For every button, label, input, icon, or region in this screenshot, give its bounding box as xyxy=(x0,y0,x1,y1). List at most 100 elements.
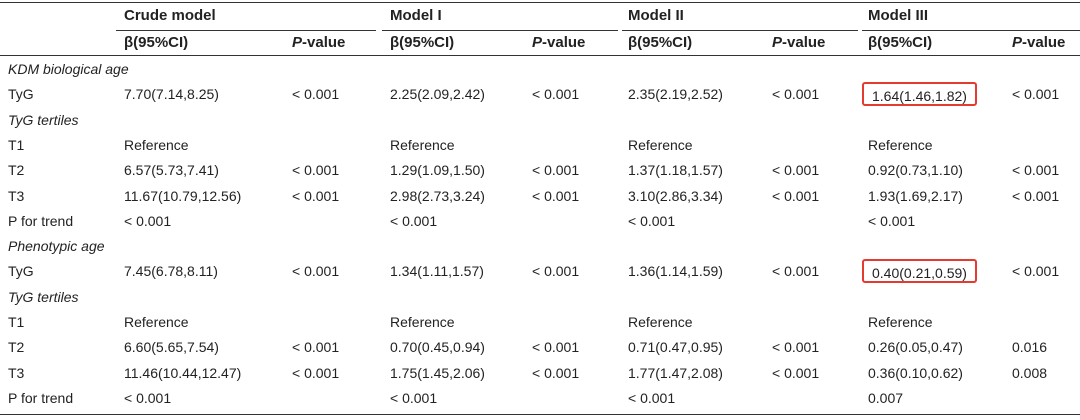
model-header: Crude model xyxy=(124,7,216,24)
beta-cell: 6.60(5.65,7.54) xyxy=(124,339,219,356)
beta-cell: 0.007 xyxy=(868,389,904,406)
beta-cell: 11.46(10.44,12.47) xyxy=(124,364,242,381)
p-value-cell: < 0.001 xyxy=(772,162,820,179)
beta-cell: 1.36(1.14,1.59) xyxy=(628,263,723,280)
p-italic: P xyxy=(1012,34,1023,51)
bottom-rule xyxy=(0,414,1080,415)
p-value-cell: < 0.001 xyxy=(292,162,340,179)
p-value-cell: < 0.001 xyxy=(772,187,820,204)
beta-cell: Reference xyxy=(124,314,189,330)
beta-cell: Reference xyxy=(124,136,189,153)
table-row: T1 Reference Reference Reference Reference xyxy=(0,310,1080,334)
p-value-cell: < 0.001 xyxy=(772,263,820,280)
group-row: TyG tertiles xyxy=(0,285,1080,309)
beta-cell: < 0.001 xyxy=(124,212,172,229)
row-label: T1 xyxy=(8,136,25,153)
table-row: T3 11.46(10.44,12.47) < 0.001 1.75(1.45,2.0… xyxy=(0,361,1080,385)
beta-cell: 2.35(2.19,2.52) xyxy=(628,86,723,103)
p-value-cell: < 0.001 xyxy=(292,86,340,103)
p-value-cell: < 0.001 xyxy=(1012,162,1060,179)
beta-cell: < 0.001 xyxy=(868,212,916,229)
p-value-cell: < 0.001 xyxy=(1012,86,1060,103)
row-label: TyG xyxy=(8,263,34,280)
p-value-cell: < 0.001 xyxy=(772,86,820,103)
row-label: P for trend xyxy=(8,389,74,406)
beta-cell: 1.34(1.11,1.57) xyxy=(390,263,484,280)
beta-cell: 7.70(7.14,8.25) xyxy=(124,86,219,103)
p-value-cell: < 0.001 xyxy=(532,86,580,103)
beta-cell: Reference xyxy=(390,136,455,153)
p-value-cell: < 0.001 xyxy=(1012,187,1060,204)
group-label: TyG tertiles xyxy=(8,288,79,305)
row-label: TyG xyxy=(8,86,34,103)
group-row: KDM biological age xyxy=(0,57,1080,81)
p-rest: -value xyxy=(302,34,346,51)
highlighted-cell: 1.64(1.46,1.82) xyxy=(862,82,977,107)
p-value-cell: < 0.001 xyxy=(532,263,580,280)
beta-cell: < 0.001 xyxy=(628,212,676,229)
model-underline xyxy=(622,30,858,31)
p-value-cell: < 0.001 xyxy=(772,339,820,356)
beta-cell: < 0.001 xyxy=(124,389,172,406)
beta-header: β(95%CI) xyxy=(390,34,455,51)
p-value-cell: < 0.001 xyxy=(532,364,580,381)
beta-cell: 1.29(1.09,1.50) xyxy=(390,162,485,179)
beta-cell: 0.36(0.10,0.62) xyxy=(868,364,963,381)
p-value-cell: < 0.001 xyxy=(292,187,340,204)
group-label: TyG tertiles xyxy=(8,111,79,128)
beta-cell: 0.70(0.45,0.94) xyxy=(390,339,485,356)
row-label: T2 xyxy=(8,162,25,179)
top-rule xyxy=(0,2,1080,3)
beta-cell: 2.25(2.09,2.42) xyxy=(390,86,485,103)
table-row: T1 Reference Reference Reference Reference xyxy=(0,133,1080,157)
beta-cell: 1.77(1.47,2.08) xyxy=(628,364,723,381)
beta-cell: 3.10(2.86,3.34) xyxy=(628,187,723,204)
p-value-cell: < 0.001 xyxy=(532,162,580,179)
p-rest: -value xyxy=(542,34,586,51)
group-row: Phenotypic age xyxy=(0,234,1080,258)
header-row-models: Crude model Model I Model II Model III xyxy=(0,4,1080,28)
beta-cell: 1.75(1.45,2.06) xyxy=(390,364,485,381)
row-label: T1 xyxy=(8,314,25,330)
beta-cell: < 0.001 xyxy=(390,212,438,229)
beta-header: β(95%CI) xyxy=(628,34,693,51)
table-row: T2 6.57(5.73,7.41) < 0.001 1.29(1.09,1.50) <… xyxy=(0,158,1080,182)
beta-cell: Reference xyxy=(628,314,693,330)
beta-header: β(95%CI) xyxy=(124,34,189,51)
beta-cell: 1.37(1.18,1.57) xyxy=(628,162,723,179)
beta-cell: 0.26(0.05,0.47) xyxy=(868,339,963,356)
p-value-header: P-value xyxy=(1012,31,1065,55)
p-rest: -value xyxy=(1022,34,1066,51)
beta-cell: 11.67(10.79,12.56) xyxy=(124,187,242,204)
beta-cell: 0.92(0.73,1.10) xyxy=(868,162,963,179)
beta-cell: Reference xyxy=(390,314,455,330)
model-header: Model II xyxy=(628,7,684,24)
model-underline xyxy=(862,30,1080,31)
table-row: T3 11.67(10.79,12.56) < 0.001 2.98(2.73,3.2… xyxy=(0,184,1080,208)
p-value-cell: < 0.001 xyxy=(1012,263,1060,280)
header-rule xyxy=(0,55,1080,56)
beta-cell: Reference xyxy=(868,314,933,330)
model-header: Model I xyxy=(390,7,442,24)
p-italic: P xyxy=(292,34,303,51)
beta-cell: 7.45(6.78,8.11) xyxy=(124,263,218,280)
group-row: TyG tertiles xyxy=(0,108,1080,132)
row-label: T3 xyxy=(8,187,25,204)
p-value-header: P-value xyxy=(532,31,585,55)
header-row-stats: β(95%CI) P-value β(95%CI) P-value β(95%C… xyxy=(0,31,1080,55)
table-row: P for trend < 0.001 < 0.001 < 0.001 0.007 xyxy=(0,386,1080,410)
model-underline xyxy=(382,30,618,31)
p-value-cell: < 0.001 xyxy=(532,187,580,204)
table-row: T2 6.60(5.65,7.54) < 0.001 0.70(0.45,0.94) <… xyxy=(0,335,1080,359)
group-label: Phenotypic age xyxy=(8,238,105,255)
highlighted-cell: 0.40(0.21,0.59) xyxy=(862,259,977,284)
beta-cell: < 0.001 xyxy=(390,389,438,406)
group-label: KDM biological age xyxy=(8,61,129,77)
p-value-cell: < 0.001 xyxy=(772,364,820,381)
p-value-cell: 0.008 xyxy=(1012,364,1048,381)
table-row: TyG 7.70(7.14,8.25) < 0.001 2.25(2.09,2.42)… xyxy=(0,82,1080,107)
p-italic: P xyxy=(532,34,543,51)
p-value-header: P-value xyxy=(292,31,345,55)
beta-cell: 0.71(0.47,0.95) xyxy=(628,339,723,356)
model-underline xyxy=(116,30,376,31)
